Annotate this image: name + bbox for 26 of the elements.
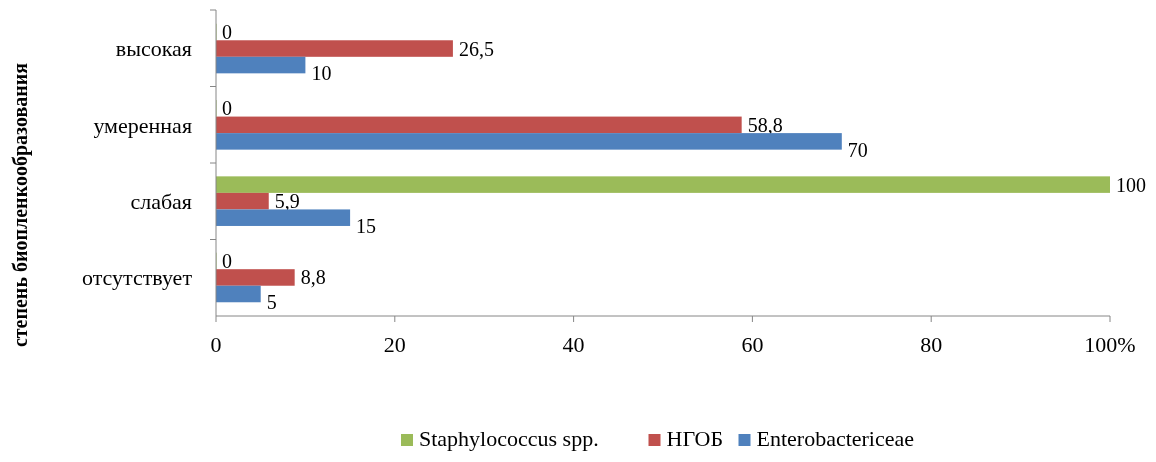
x-tick-label: 40 <box>562 332 585 357</box>
x-tick-label: 80 <box>920 332 943 357</box>
legend-label: НГОБ <box>666 426 724 451</box>
legend-label: Staphylococcus spp. <box>419 426 599 451</box>
x-tick-label: 100% <box>1084 332 1136 357</box>
data-label: 10 <box>311 62 332 85</box>
y-tick-label: высокая <box>115 36 192 62</box>
y-tick-label: отсутствует <box>81 265 193 291</box>
y-tick-label: умеренная <box>93 112 192 138</box>
legend-label: Enterobactericeae <box>756 426 915 451</box>
y-axis-title: степень биопленкообразования <box>9 62 32 348</box>
data-label: 58,8 <box>747 113 783 136</box>
data-label: 0 <box>222 249 232 272</box>
x-tick-label: 20 <box>383 332 406 357</box>
data-label: 100 <box>1116 173 1146 196</box>
y-tick-label: слабая <box>130 188 192 214</box>
x-tick-label: 60 <box>741 332 764 357</box>
data-label: 8,8 <box>300 266 326 289</box>
data-label: 0 <box>222 97 232 120</box>
data-label: 0 <box>222 21 232 43</box>
data-label: 70 <box>847 138 868 161</box>
x-tick-label: 0 <box>210 332 222 357</box>
data-label: 5 <box>266 291 277 314</box>
data-label: 5,9 <box>274 190 300 213</box>
data-label: 26,5 <box>458 37 494 60</box>
data-label: 15 <box>356 214 377 237</box>
